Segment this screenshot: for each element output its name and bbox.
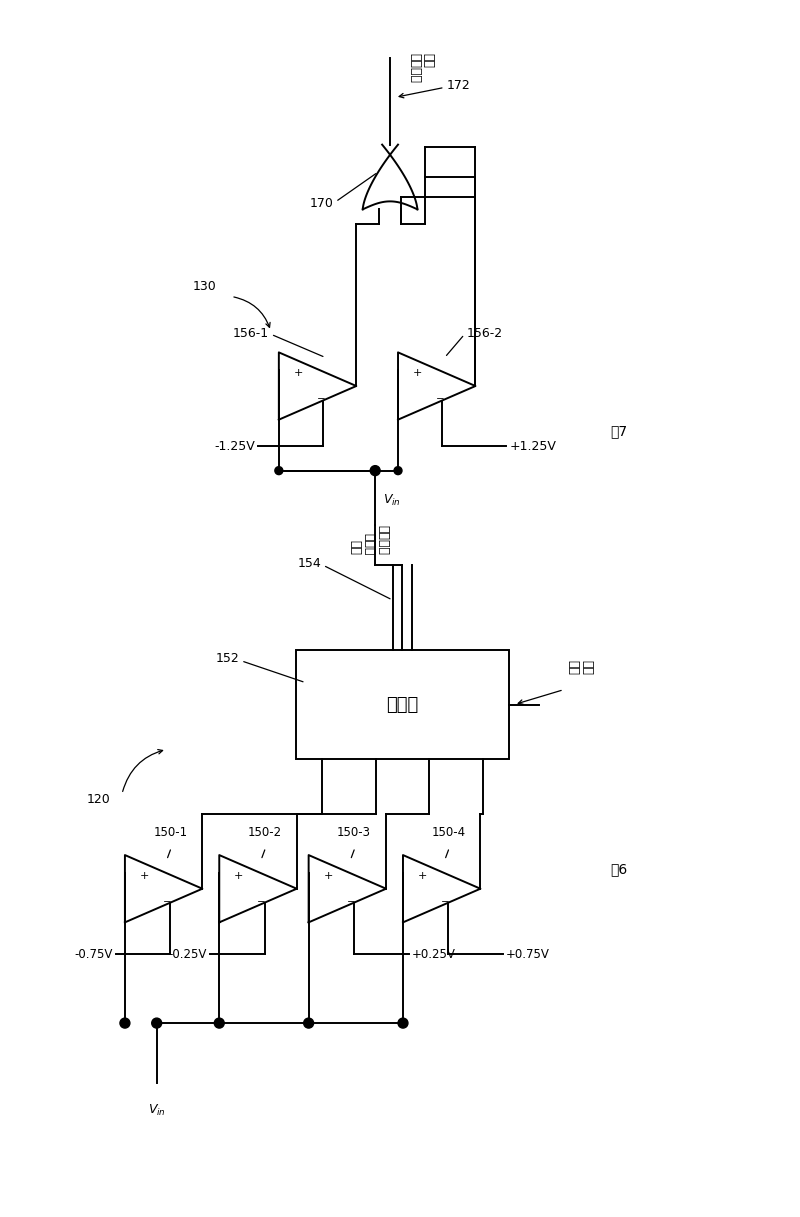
Text: 图6: 图6 bbox=[610, 862, 627, 876]
Text: 120: 120 bbox=[86, 792, 110, 806]
Text: 156-2: 156-2 bbox=[466, 326, 502, 340]
Text: +: + bbox=[140, 871, 150, 881]
Text: 150-2: 150-2 bbox=[248, 826, 282, 840]
Text: $V_{in}$: $V_{in}$ bbox=[383, 493, 401, 507]
Text: -0.75V: -0.75V bbox=[74, 948, 113, 960]
Text: −: − bbox=[258, 897, 266, 907]
Text: +: + bbox=[234, 871, 243, 881]
Text: 乘法数模: 乘法数模 bbox=[376, 526, 389, 555]
Text: 图7: 图7 bbox=[610, 424, 627, 438]
Text: 152: 152 bbox=[215, 652, 239, 664]
Text: 编码: 编码 bbox=[348, 540, 362, 555]
Text: 156-1: 156-1 bbox=[233, 326, 269, 340]
Circle shape bbox=[214, 1019, 224, 1028]
Circle shape bbox=[370, 466, 380, 476]
Circle shape bbox=[398, 1019, 408, 1028]
Text: +0.75V: +0.75V bbox=[506, 948, 550, 960]
Text: −: − bbox=[346, 897, 355, 907]
Text: 154: 154 bbox=[298, 556, 321, 570]
Text: 170: 170 bbox=[310, 197, 334, 211]
Text: 转换器: 转换器 bbox=[362, 533, 375, 555]
Text: −: − bbox=[436, 394, 445, 404]
Text: -1.25V: -1.25V bbox=[214, 439, 255, 453]
Text: −: − bbox=[317, 394, 326, 404]
Text: +: + bbox=[294, 369, 303, 378]
Text: +: + bbox=[323, 871, 333, 881]
Text: +: + bbox=[418, 871, 427, 881]
Text: 172: 172 bbox=[446, 79, 470, 92]
Text: −: − bbox=[441, 897, 450, 907]
Circle shape bbox=[394, 466, 402, 475]
Text: 过压检测: 过压检测 bbox=[408, 52, 421, 83]
Text: $V_{in}$: $V_{in}$ bbox=[148, 1103, 166, 1118]
Text: 150-1: 150-1 bbox=[154, 826, 187, 840]
Text: 开关: 开关 bbox=[567, 660, 580, 674]
Text: −: − bbox=[163, 897, 172, 907]
Text: 150-4: 150-4 bbox=[431, 826, 466, 840]
Text: +1.25V: +1.25V bbox=[510, 439, 556, 453]
Circle shape bbox=[120, 1019, 130, 1028]
Circle shape bbox=[152, 1019, 162, 1028]
Circle shape bbox=[304, 1019, 314, 1028]
Text: 驱动: 驱动 bbox=[581, 660, 594, 674]
Text: 编码: 编码 bbox=[422, 52, 435, 68]
Text: 150-3: 150-3 bbox=[337, 826, 371, 840]
Bar bbox=[296, 650, 510, 759]
Text: -0.25V: -0.25V bbox=[169, 948, 207, 960]
Text: 解码器: 解码器 bbox=[386, 696, 418, 713]
Circle shape bbox=[275, 466, 283, 475]
Text: +: + bbox=[413, 369, 422, 378]
Text: 130: 130 bbox=[193, 280, 216, 293]
Text: +0.25V: +0.25V bbox=[412, 948, 455, 960]
